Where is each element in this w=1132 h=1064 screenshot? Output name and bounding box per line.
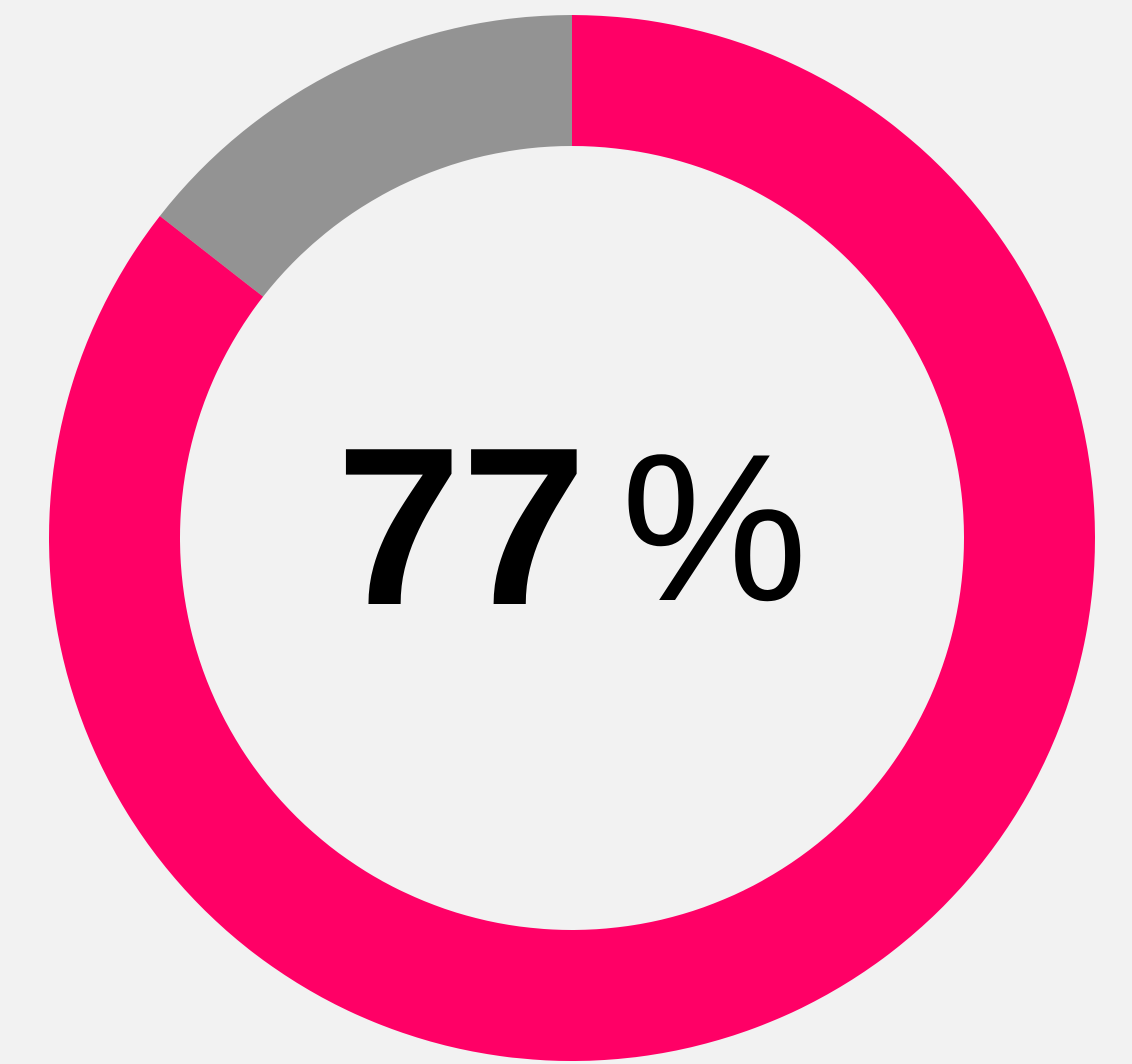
- center-label: 77 %: [336, 400, 807, 652]
- donut-segment: [159, 15, 573, 297]
- center-unit: %: [621, 410, 808, 645]
- donut: [48, 15, 1095, 1061]
- center-value: 77: [336, 400, 586, 652]
